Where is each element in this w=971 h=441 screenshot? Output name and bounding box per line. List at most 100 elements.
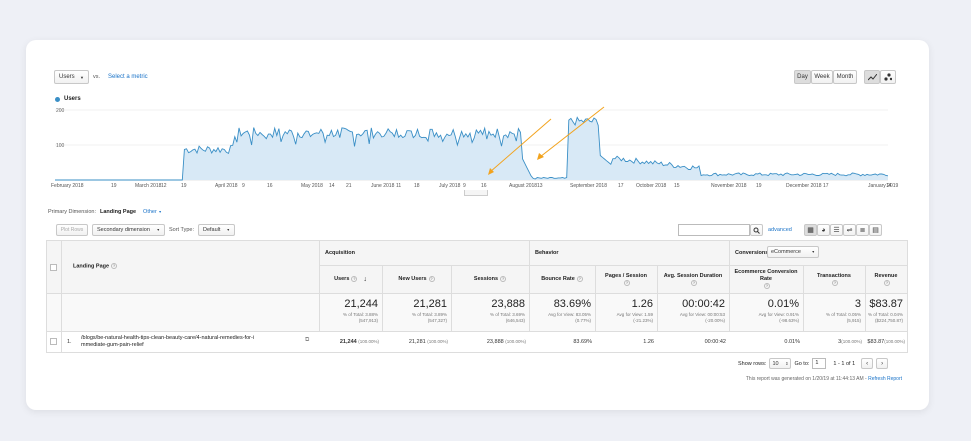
row-users: 21,244 (100.00%) (319, 339, 379, 345)
x-tick-label: December 2018 (786, 183, 822, 189)
total-subtext-line1: Avg for View: 1.59 (616, 312, 653, 317)
row-users-pct: (100.00%) (358, 339, 379, 344)
behavior-group-header: Behavior (535, 250, 559, 256)
week-button[interactable]: Week (811, 70, 833, 84)
goto-input[interactable]: 1 (812, 358, 827, 369)
table-search-input[interactable] (678, 224, 750, 236)
total-subtext-line2: (-98.63%) (779, 318, 799, 323)
conversions-select[interactable]: eCommerce ▼ (767, 246, 819, 258)
chevron-down-icon: ▼ (80, 74, 84, 80)
landing-page-header[interactable]: Landing Page? (73, 263, 118, 269)
x-tick-label: July 2018 (439, 183, 461, 189)
metric-select-label: Users (59, 74, 75, 80)
total-subtext-line2: (0.77%) (575, 318, 591, 323)
sort-type-select[interactable]: Default ▼ (198, 224, 235, 236)
row-users-value: 21,244 (339, 339, 357, 345)
pagination: Show rows: 10 ⇕ Go to: 1 1 - 1 of 1 ‹ › (738, 358, 889, 369)
other-dimension-link[interactable]: Other ▼ (143, 209, 162, 215)
day-button[interactable]: Day (794, 70, 811, 84)
total-subtext-line1: % of Total: 3.69% (490, 312, 525, 317)
table-view-buttons: ▦ ◕ ☰ ⇌ ≣ ▤ (804, 224, 882, 236)
row-revenue: $83.87(100.00%) (865, 339, 905, 345)
total-subtext-line2: ($224,750.87) (874, 318, 903, 323)
metric-select[interactable]: Users ▼ (54, 70, 89, 84)
next-page-button[interactable]: › (876, 358, 889, 369)
row-revenue-pct: (100.00%) (884, 339, 905, 344)
chevron-right-icon: › (881, 360, 884, 367)
prev-page-button[interactable]: ‹ (861, 358, 874, 369)
total-value: 1.26 (631, 298, 653, 310)
y-tick-200: 200 (56, 108, 65, 114)
select-all-checkbox[interactable] (50, 264, 57, 271)
x-tick-label: 19 (756, 183, 762, 189)
col-header-label: Ecommerce Conversion Rate (734, 269, 798, 282)
annotation-arrow-1 (489, 118, 552, 173)
x-tick-label: 14 (886, 183, 892, 189)
total-subtext-line1: % of Total: 3.89% (412, 312, 447, 317)
pie-view-button[interactable]: ◕ (817, 224, 830, 236)
users-chart: 200 100 February 2018 19 March 2018 12 19 Apr… (51, 106, 899, 189)
col-header-pages-session[interactable]: Pages / Session? (595, 265, 657, 293)
row-landing-page-link[interactable]: /blogs/be-natural-health-tips-clean-beau… (81, 335, 301, 349)
col-header-avg-session-duration[interactable]: Avg. Session Duration? (657, 265, 729, 293)
vs-label: vs. (93, 74, 101, 80)
search-button[interactable] (750, 224, 763, 236)
pivot-view-button[interactable]: ▤ (869, 224, 882, 236)
total-value: 3 (854, 298, 861, 310)
total-value: 0.01% (767, 298, 799, 310)
x-tick-label: March 2018 (135, 183, 162, 189)
col-header-sessions[interactable]: Sessions? (451, 265, 529, 293)
comparison-view-button[interactable]: ⇌ (843, 224, 856, 236)
show-rows-label: Show rows: (738, 360, 767, 367)
col-header-bounce-rate[interactable]: Bounce Rate? (529, 265, 595, 293)
row-sessions-value: 23,888 (486, 339, 504, 345)
performance-view-button[interactable]: ☰ (830, 224, 843, 236)
x-tick-label: 16 (267, 183, 273, 189)
total-subtext-line2: (547,327) (427, 318, 447, 323)
month-button[interactable]: Month (833, 70, 857, 84)
external-link-icon[interactable]: ⧉ (305, 337, 310, 343)
total-subtext-line1: Avg for View: 00:00:53 (679, 312, 725, 317)
row-sessions-pct: (100.00%) (505, 339, 526, 344)
primary-dimension-bar: Primary Dimension: Landing Page Other ▼ (48, 209, 162, 215)
row-new-users: 21,281 (100.00%) (382, 339, 448, 345)
col-header-transactions[interactable]: Transactions? (803, 265, 865, 293)
data-view-button[interactable]: ▦ (804, 224, 817, 236)
motion-chart-icon (884, 73, 892, 81)
select-metric-link[interactable]: Select a metric (108, 74, 148, 80)
primary-dimension-value[interactable]: Landing Page (99, 209, 137, 215)
line-chart-button[interactable] (864, 70, 880, 84)
col-header-label: Revenue (874, 273, 898, 279)
row-transactions-value: 3 (838, 339, 842, 345)
row-index: 1. (67, 339, 72, 345)
secondary-dimension-select[interactable]: Secondary dimension ▼ (92, 224, 165, 236)
plot-rows-button[interactable]: Plot Rows (56, 224, 88, 236)
chart-resize-handle[interactable] (464, 190, 488, 196)
x-tick-label: June 2018 (371, 183, 395, 189)
show-rows-select[interactable]: 10 ⇕ (769, 358, 792, 369)
col-header-revenue[interactable]: Revenue? (865, 265, 907, 293)
x-tick-label: 9 (242, 183, 245, 189)
x-tick-label: September 2018 (570, 183, 607, 189)
refresh-report-link[interactable]: Refresh Report (868, 376, 902, 382)
total-subtext-line2: (-21.23%) (633, 318, 653, 323)
other-label: Other (143, 209, 157, 215)
col-header-users[interactable]: Users? ↓ (319, 265, 382, 293)
col-header-ecommerce-conversion-rate[interactable]: Ecommerce Conversion Rate? (729, 265, 803, 293)
help-icon: ? (428, 276, 435, 282)
x-tick-label: 21 (346, 183, 352, 189)
advanced-link[interactable]: advanced (768, 227, 792, 233)
total-value: 83.69% (553, 298, 591, 310)
row-checkbox[interactable] (50, 338, 57, 345)
term-cloud-button[interactable]: ≣ (856, 224, 869, 236)
total-subtext-line1: Avg for View: 0.91% (758, 312, 799, 317)
chevron-down-icon: ▼ (156, 228, 160, 232)
users-area (134, 117, 888, 180)
col-header-new-users[interactable]: New Users? (382, 265, 451, 293)
motion-chart-button[interactable] (880, 70, 896, 84)
help-icon: ? (351, 276, 358, 282)
row-bounce-rate: 83.69% (573, 339, 592, 345)
x-tick-label: May 2018 (301, 183, 323, 189)
totals-divider (47, 331, 907, 332)
chevron-down-icon: ▼ (158, 210, 162, 214)
